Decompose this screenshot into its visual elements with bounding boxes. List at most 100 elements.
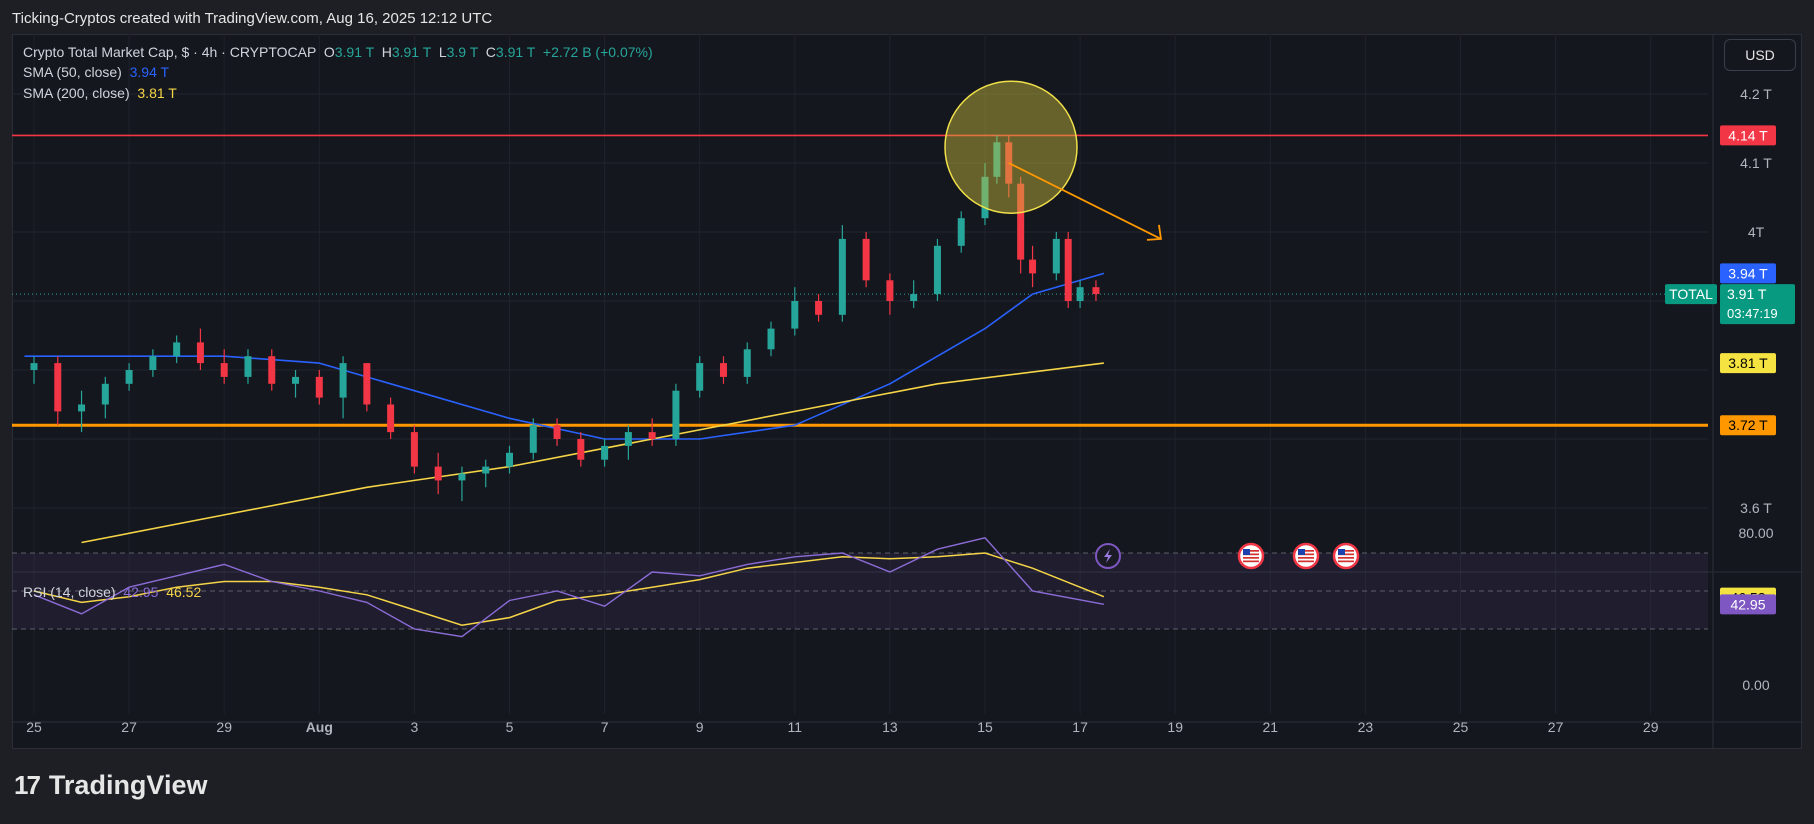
- candle[interactable]: [624, 425, 632, 460]
- time-tick-label: 11: [788, 719, 803, 735]
- time-tick-label: 7: [601, 719, 609, 735]
- candle[interactable]: [1052, 232, 1060, 281]
- price-tag-text: 3.72 T: [1728, 417, 1768, 433]
- candle[interactable]: [196, 328, 204, 370]
- candle[interactable]: [387, 397, 395, 439]
- symbol-title: Crypto Total Market Cap, $ · 4h · CRYPTO…: [23, 44, 317, 60]
- candle[interactable]: [529, 418, 537, 460]
- sma200-legend[interactable]: SMA (200, close) 3.81 T: [23, 85, 177, 101]
- price-tick-label: 3.6 T: [1740, 500, 1772, 516]
- time-tick-label: 5: [506, 719, 514, 735]
- candle[interactable]: [767, 321, 775, 357]
- candle[interactable]: [553, 418, 561, 446]
- flag-stripe: [1243, 560, 1259, 563]
- time-tick-label: 27: [1548, 719, 1564, 735]
- candle[interactable]: [601, 439, 609, 467]
- candle[interactable]: [173, 335, 181, 364]
- flag-stripe: [1338, 560, 1354, 563]
- candle[interactable]: [482, 459, 490, 488]
- candle-body: [149, 356, 157, 370]
- candle-body: [957, 218, 965, 246]
- sma50-legend[interactable]: SMA (50, close) 3.94 T: [23, 64, 169, 80]
- candle-body: [220, 363, 228, 377]
- candle[interactable]: [458, 466, 466, 502]
- candle[interactable]: [933, 238, 941, 301]
- sma200-line[interactable]: [81, 362, 1104, 544]
- candle[interactable]: [696, 356, 704, 398]
- candle[interactable]: [506, 445, 513, 474]
- candle-body: [339, 363, 347, 398]
- rsi-line[interactable]: [33, 537, 1105, 638]
- candle[interactable]: [30, 356, 38, 384]
- candle[interactable]: [101, 376, 109, 419]
- trend-arrow[interactable]: [1008, 162, 1162, 240]
- us-flag-icon[interactable]: [1237, 542, 1265, 570]
- candle[interactable]: [743, 342, 751, 384]
- candle[interactable]: [78, 390, 86, 433]
- symbol-tag-bg: [1665, 284, 1717, 305]
- candle[interactable]: [244, 349, 252, 384]
- candle[interactable]: [993, 135, 1001, 184]
- candle-body: [577, 439, 585, 460]
- countdown-text: 03:47:19: [1727, 306, 1778, 321]
- candle[interactable]: [886, 273, 894, 315]
- time-tick-label: 25: [1453, 719, 1469, 735]
- candle-body: [30, 363, 38, 370]
- candle[interactable]: [815, 294, 823, 322]
- candle[interactable]: [315, 370, 323, 405]
- price-tag-bg: [1720, 263, 1776, 284]
- time-tick-label: 23: [1358, 719, 1374, 735]
- candle-body: [1052, 238, 1060, 274]
- flag-stripe: [1298, 550, 1314, 552]
- rsi-ma-line[interactable]: [33, 552, 1105, 626]
- sma50-line[interactable]: [24, 272, 1105, 440]
- candle[interactable]: [648, 418, 656, 446]
- candle[interactable]: [957, 211, 965, 253]
- candle[interactable]: [1017, 176, 1025, 274]
- candle[interactable]: [1064, 232, 1072, 308]
- candle[interactable]: [910, 280, 918, 308]
- candle[interactable]: [125, 363, 133, 391]
- candle-body: [791, 301, 799, 329]
- us-flag-icon[interactable]: [1332, 542, 1360, 570]
- time-tick-label: 25: [26, 719, 42, 735]
- candle-body: [315, 376, 323, 398]
- candle[interactable]: [838, 225, 846, 322]
- candle[interactable]: [434, 452, 442, 495]
- flash-icon[interactable]: [1095, 543, 1121, 569]
- rsi-value: 42.95: [123, 584, 159, 600]
- candle[interactable]: [1092, 280, 1100, 301]
- candle[interactable]: [339, 356, 347, 419]
- rsi-band-background: [12, 552, 1708, 630]
- candle[interactable]: [363, 363, 371, 412]
- candle[interactable]: [1029, 245, 1037, 288]
- candle[interactable]: [577, 432, 585, 467]
- us-flag-icon[interactable]: [1292, 542, 1320, 570]
- candle[interactable]: [410, 425, 418, 474]
- event-markers: [1095, 542, 1360, 570]
- rsi-legend[interactable]: RSI (14, close) 42.95 46.52: [23, 584, 201, 600]
- candle[interactable]: [862, 232, 870, 288]
- current-price-bg: [1720, 284, 1795, 325]
- flag-stripe: [1338, 550, 1354, 552]
- candle-body: [993, 142, 1001, 177]
- current-price-tag: 3.91 T 03:47:19 TOTAL: [1665, 284, 1795, 325]
- candle[interactable]: [220, 349, 228, 384]
- candle[interactable]: [1076, 280, 1084, 308]
- open-value: 3.91 T: [334, 44, 374, 60]
- currency-button[interactable]: USD: [1724, 39, 1796, 71]
- candle[interactable]: [149, 349, 157, 377]
- tradingview-brand[interactable]: 17 TradingView: [14, 770, 207, 801]
- candle[interactable]: [672, 383, 680, 446]
- candle[interactable]: [268, 349, 276, 391]
- candle[interactable]: [292, 370, 300, 398]
- candle[interactable]: [981, 163, 989, 226]
- candle[interactable]: [791, 287, 799, 336]
- close-value: 3.91 T: [495, 44, 536, 60]
- candle[interactable]: [719, 356, 727, 384]
- sma50-label: SMA (50, close): [23, 64, 122, 80]
- candle-body: [1029, 259, 1037, 274]
- highlight-circle[interactable]: [944, 80, 1078, 214]
- candle[interactable]: [54, 356, 62, 426]
